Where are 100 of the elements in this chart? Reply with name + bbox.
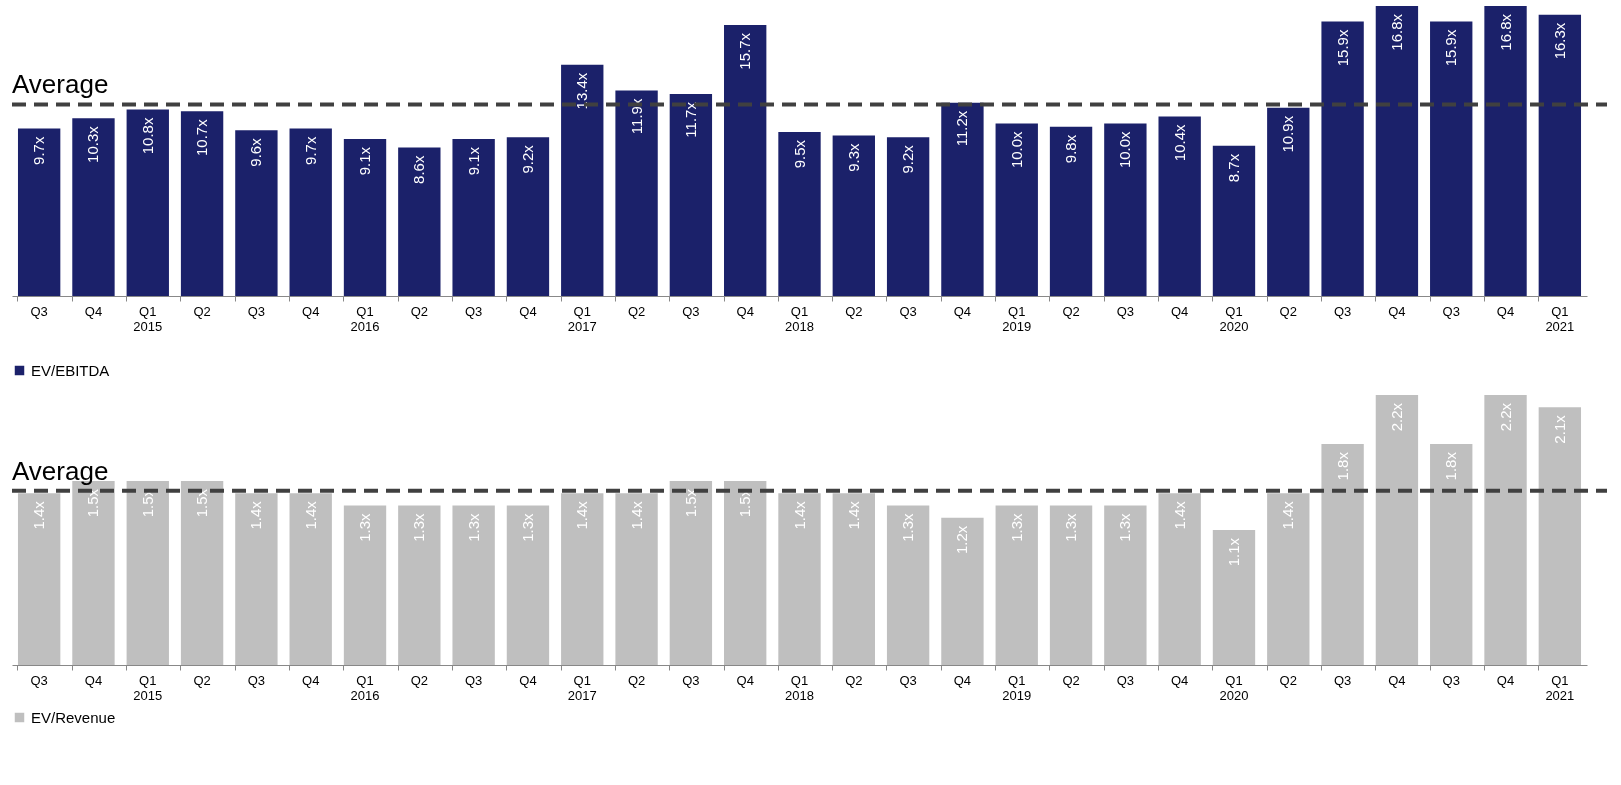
bar: [995, 123, 1038, 296]
x-tick-label: Q3: [464, 672, 483, 688]
data-label: 10.7x: [193, 118, 211, 156]
data-label: 1.3x: [464, 512, 482, 542]
bar: [1158, 493, 1201, 665]
data-label: 1.1x: [1224, 537, 1242, 567]
bar: [832, 135, 875, 296]
data-label: 2.1x: [1550, 414, 1568, 444]
data-label: 9.6x: [247, 137, 265, 167]
x-tick-label: Q3: [1333, 672, 1352, 688]
legend-label: EV/Revenue: [31, 708, 116, 726]
legend-label: EV/EBITDA: [31, 361, 110, 379]
x-tick-label: Q3: [1442, 672, 1460, 688]
data-label: 1.4x: [844, 500, 862, 530]
data-label: 15.9x: [1442, 29, 1460, 67]
data-label: 1.5x: [84, 488, 102, 518]
data-label: 1.8x: [1442, 451, 1460, 481]
bar: [289, 128, 332, 296]
bar: [941, 102, 984, 296]
x-tick-label: Q3: [682, 672, 700, 688]
x-tick-label: Q4: [84, 672, 103, 688]
bar: [398, 505, 441, 665]
x-tick-label: Q2: [845, 672, 863, 688]
x-tick-label: Q2: [1062, 672, 1080, 688]
bar: [180, 480, 224, 665]
data-label: 1.8x: [1333, 451, 1351, 481]
x-tick-label: Q4: [1388, 303, 1406, 319]
bar: [506, 137, 550, 296]
x-tick-label: Q4: [302, 672, 320, 688]
x-tick-label: Q2: [193, 303, 211, 319]
data-label: 10.9x: [1279, 115, 1297, 153]
x-tick-label: Q3: [247, 672, 266, 688]
x-tick-label: Q1 2021: [1545, 303, 1575, 334]
data-label: 15.9x: [1333, 29, 1351, 67]
data-label: 1.4x: [247, 500, 265, 530]
data-label: 1.4x: [1170, 500, 1188, 530]
bar: [1375, 6, 1419, 296]
data-label: 9.3x: [844, 142, 862, 172]
data-label: 9.8x: [1062, 134, 1080, 164]
bar: [343, 505, 387, 665]
bar: [235, 130, 278, 296]
data-label: 1.4x: [301, 500, 319, 530]
bar: [506, 505, 550, 665]
data-label: 1.4x: [573, 500, 591, 530]
bar: [1212, 145, 1256, 296]
bar: [180, 111, 224, 296]
bar: [1484, 6, 1527, 296]
data-label: 1.4x: [1279, 500, 1297, 530]
x-tick-label: Q2: [193, 672, 211, 688]
data-label: 10.0x: [1007, 130, 1025, 169]
bar: [1538, 14, 1582, 296]
x-tick-label: Q1 2018: [785, 303, 814, 334]
data-label: 9.2x: [899, 144, 917, 174]
bar: [1158, 116, 1201, 296]
bar: [832, 493, 875, 665]
x-tick-label: Q4: [519, 672, 537, 688]
x-tick-label: Q4: [84, 303, 103, 319]
data-label: 10.0x: [1116, 130, 1134, 169]
x-tick-label: Q4: [736, 303, 754, 319]
data-label: 1.3x: [899, 512, 917, 542]
x-tick-label: Q2: [627, 672, 646, 688]
bar: [1267, 493, 1310, 665]
data-label: 2.2x: [1387, 402, 1405, 432]
bar: [1212, 530, 1256, 665]
bar: [669, 480, 713, 665]
bar: [452, 505, 495, 665]
data-label: 9.1x: [464, 146, 482, 176]
x-tick-label: Q1 2021: [1545, 672, 1575, 703]
bar: [126, 480, 169, 665]
bar: [1538, 407, 1582, 665]
bar: [886, 137, 930, 296]
data-label: 9.1x: [356, 146, 374, 176]
ref-line-label: Average: [12, 455, 109, 486]
bar: [778, 493, 821, 665]
x-tick-label: Q1 2017: [567, 303, 597, 334]
x-tick-label: Q1 2020: [1219, 672, 1249, 703]
bar: [126, 109, 169, 296]
x-tick-label: Q4: [953, 303, 972, 319]
x-tick-label: Q1 2015: [133, 303, 163, 334]
data-label: 8.6x: [410, 155, 428, 184]
ref-line-label: Average: [12, 69, 109, 100]
bar: [17, 493, 61, 665]
x-tick-label: Q4: [736, 672, 754, 688]
bar: [1321, 444, 1364, 665]
data-label: 8.7x: [1224, 153, 1242, 183]
x-tick-label: Q2: [1062, 303, 1080, 319]
bar: [1375, 395, 1419, 665]
bar: [235, 493, 278, 665]
bar: [72, 118, 115, 296]
data-label: 1.3x: [1007, 512, 1025, 542]
bar: [343, 138, 387, 296]
bar: [995, 505, 1038, 665]
x-tick-label: Q1 2019: [1002, 303, 1032, 334]
bar: [1430, 21, 1473, 296]
x-tick-label: Q4: [1171, 303, 1189, 319]
data-label: 9.7x: [301, 136, 319, 165]
x-tick-label: Q2: [410, 303, 428, 319]
bar: [17, 128, 61, 296]
data-label: 16.3x: [1550, 22, 1568, 60]
bar: [724, 480, 767, 665]
